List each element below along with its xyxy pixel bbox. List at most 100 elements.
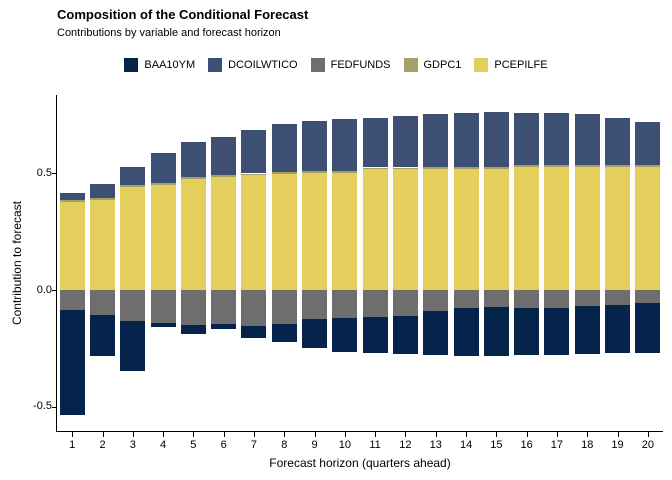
- x-tick-label: 15: [490, 439, 503, 451]
- bar-segment-pcepilfe-h10: [332, 172, 358, 290]
- x-tick-mark: [617, 432, 619, 437]
- bar-segment-gdpc1-h2: [90, 198, 115, 200]
- bar-segment-pcepilfe-h2: [90, 199, 115, 290]
- legend-item-gdpc1: GDPC1: [403, 58, 462, 72]
- x-tick-label: 19: [611, 439, 624, 451]
- bar-segment-gdpc1-h3: [120, 184, 146, 187]
- x-tick-mark: [435, 432, 437, 437]
- x-tick-label: 18: [581, 439, 594, 451]
- x-tick-label: 16: [520, 439, 533, 451]
- x-tick-label: 5: [190, 439, 197, 451]
- bar-segment-pcepilfe-h8: [271, 174, 297, 290]
- bar-segment-baa10ym-h10: [332, 317, 358, 352]
- bar-segment-fedfunds-h13: [423, 290, 449, 311]
- x-tick-mark: [284, 432, 286, 437]
- bar-segment-pcepilfe-h14: [453, 168, 479, 290]
- x-tick-label: 9: [311, 439, 318, 451]
- x-tick-label: 6: [220, 439, 227, 451]
- x-tick-mark: [556, 432, 558, 437]
- bar-segment-fedfunds-h4: [150, 290, 176, 324]
- bar-segment-gdpc1-h11: [362, 167, 388, 170]
- bar-segment-pcepilfe-h18: [574, 167, 600, 290]
- y-axis-title: Contribution to forecast: [10, 200, 24, 326]
- bar-segment-dcoilwtico-h9: [302, 121, 328, 172]
- bar-segment-fedfunds-h10: [332, 290, 358, 318]
- x-tick-label: 13: [429, 439, 442, 451]
- y-tick-label: 0.5: [36, 166, 52, 179]
- bar-segment-pcepilfe-h9: [302, 173, 328, 290]
- bar-segment-pcepilfe-h20: [635, 167, 661, 290]
- bar-segment-baa10ym-h17: [544, 307, 570, 355]
- bar-segment-fedfunds-h19: [605, 290, 630, 305]
- x-tick-mark: [496, 432, 498, 437]
- bar-segment-baa10ym-h4: [150, 323, 176, 328]
- bar-segment-gdpc1-h15: [483, 166, 509, 169]
- x-tick-label: 3: [129, 439, 136, 451]
- x-tick-mark: [587, 432, 589, 437]
- bar-segment-fedfunds-h15: [483, 290, 509, 307]
- x-tick-mark: [647, 432, 649, 437]
- legend-label: FEDFUNDS: [330, 59, 391, 71]
- bar-segment-dcoilwtico-h12: [392, 116, 418, 168]
- bar-segment-dcoilwtico-h6: [211, 136, 237, 176]
- bar-segment-pcepilfe-h1: [59, 201, 85, 290]
- bar-segment-fedfunds-h7: [241, 290, 267, 326]
- bar-segment-pcepilfe-h17: [544, 167, 570, 290]
- x-axis-title: Forecast horizon (quarters ahead): [269, 456, 451, 470]
- bar-segment-baa10ym-h7: [241, 325, 267, 338]
- bar-segment-dcoilwtico-h13: [423, 114, 449, 168]
- bar-segment-baa10ym-h11: [362, 316, 388, 354]
- bar-segment-baa10ym-h3: [120, 320, 146, 371]
- y-tick-mark: [52, 290, 56, 291]
- bar-segment-dcoilwtico-h3: [120, 167, 146, 185]
- bar-segment-dcoilwtico-h11: [362, 117, 388, 168]
- bar-segment-dcoilwtico-h15: [483, 112, 509, 167]
- bar-segment-dcoilwtico-h1: [59, 193, 85, 200]
- legend-item-baa10ym: BAA10YM: [124, 58, 195, 72]
- bar-segment-gdpc1-h9: [302, 171, 328, 174]
- x-tick-mark: [314, 432, 316, 437]
- bar-segment-dcoilwtico-h18: [574, 114, 600, 166]
- x-tick-mark: [102, 432, 104, 437]
- bar-segment-pcepilfe-h4: [150, 185, 176, 290]
- bar-segment-baa10ym-h5: [180, 325, 206, 334]
- bar-segment-gdpc1-h5: [180, 177, 206, 179]
- bar-segment-fedfunds-h18: [574, 290, 600, 307]
- x-tick-mark: [223, 432, 225, 437]
- y-tick-label: 0.0: [36, 283, 52, 296]
- bar-segment-baa10ym-h12: [392, 315, 418, 355]
- bar-segment-fedfunds-h16: [514, 290, 540, 309]
- y-tick-mark: [52, 406, 56, 408]
- x-tick-mark: [405, 432, 407, 437]
- bar-segment-fedfunds-h6: [211, 290, 237, 324]
- bar-segment-pcepilfe-h5: [180, 178, 206, 290]
- bar-segment-gdpc1-h18: [574, 165, 600, 168]
- x-tick-label: 14: [459, 439, 473, 451]
- bar-segment-gdpc1-h16: [514, 165, 540, 168]
- x-axis-line: [56, 431, 663, 432]
- y-tick-mark: [52, 173, 56, 175]
- bar-segment-pcepilfe-h13: [423, 169, 449, 290]
- x-tick-mark: [466, 432, 468, 437]
- bar-segment-gdpc1-h19: [605, 165, 630, 168]
- bar-segment-gdpc1-h7: [241, 173, 267, 176]
- bar-segment-fedfunds-h8: [271, 290, 297, 324]
- bar-segment-fedfunds-h9: [302, 290, 328, 319]
- chart-subtitle: Contributions by variable and forecast h…: [57, 27, 281, 39]
- y-axis-line: [56, 95, 57, 432]
- legend-swatch-baa10ym: [124, 58, 139, 72]
- bar-segment-gdpc1-h1: [59, 199, 85, 202]
- bar-segment-pcepilfe-h19: [605, 167, 630, 290]
- x-tick-mark: [72, 432, 74, 437]
- bar-segment-pcepilfe-h3: [120, 186, 146, 290]
- bar-segment-baa10ym-h19: [605, 304, 630, 354]
- legend-swatch-pcepilfe: [474, 58, 489, 72]
- x-tick-label: 4: [159, 439, 167, 451]
- bar-segment-fedfunds-h17: [544, 290, 570, 308]
- plot-panel: 0.5 0.0 -0.5 1 2 3 4 5 6 7 8 9 10 11 12 13 14 15 16 17 18 19…: [33, 95, 663, 451]
- bar-segment-gdpc1-h10: [332, 170, 358, 173]
- legend-label: GDPC1: [423, 59, 462, 71]
- legend-label: BAA10YM: [144, 59, 196, 71]
- legend-item-fedfunds: FEDFUNDS: [310, 58, 391, 72]
